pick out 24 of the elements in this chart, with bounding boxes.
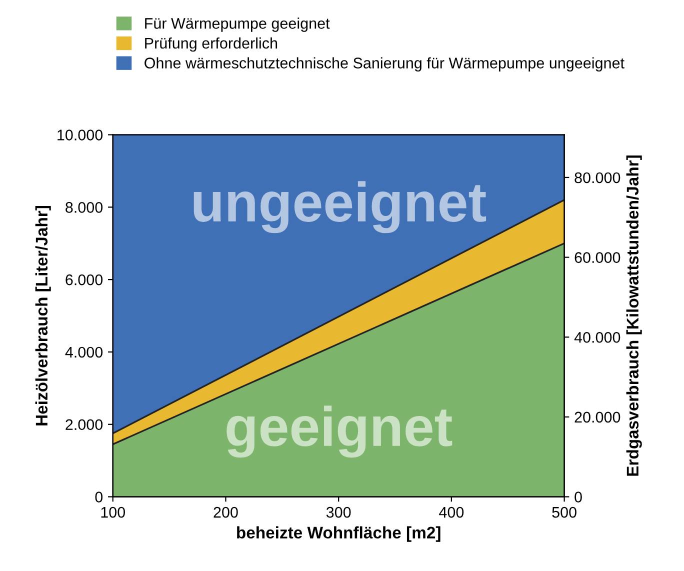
y-axis-title: Heizölverbrauch [Liter/Jahr] <box>35 206 51 426</box>
y-tick-label: 4.000 <box>65 346 103 358</box>
legend-label: Für Wärmepumpe geeignet <box>145 18 330 32</box>
y-tick-label: 8.000 <box>66 202 103 213</box>
annotation: ungeeignet <box>194 181 486 234</box>
y-tick-label: 10.000 <box>58 130 103 140</box>
legend-label: Ohne wärmeschutztechnische Sanierung für Wärmepumpe ungeeignet <box>144 57 624 72</box>
x-tick-label: 500 <box>552 506 576 518</box>
legend-label: Prüfung erforderlich <box>145 37 278 52</box>
annotation: geeignet <box>226 406 452 458</box>
x-tick-label: 400 <box>439 506 464 518</box>
x-tick-label: 200 <box>214 506 238 518</box>
y2-tick-label: 40.000 <box>574 332 620 343</box>
y2-tick-label: 20.000 <box>574 412 620 423</box>
x-tick-label: 100 <box>101 506 126 518</box>
y-tick-label: 0 <box>95 492 103 502</box>
y-tick-label: 2.000 <box>66 419 103 430</box>
y-tick-label: 6.000 <box>66 274 103 286</box>
y2-tick-label: 60.000 <box>574 252 620 263</box>
y2-tick-label: 0 <box>574 492 582 502</box>
x-axis-title: beheizte Wohnfläche [m2] <box>237 526 440 542</box>
x-tick-label: 300 <box>326 506 351 518</box>
y2-axis-title: Erdgasverbrauch [Kilowattstunden/Jahr] <box>626 156 642 476</box>
y2-tick-label: 80.000 <box>574 172 620 184</box>
